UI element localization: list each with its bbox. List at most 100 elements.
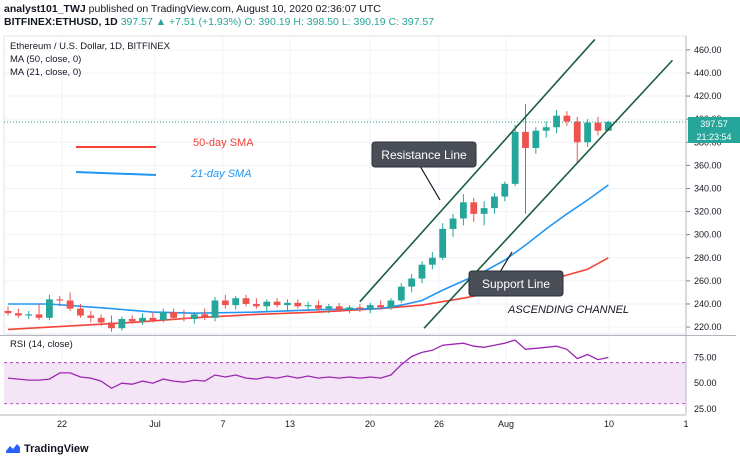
candle-body — [356, 307, 364, 309]
candle — [315, 300, 322, 311]
time-tick-label: Aug — [498, 419, 514, 429]
candle — [491, 193, 498, 214]
ma21-label: 21-day SMA — [190, 168, 252, 180]
candle — [221, 294, 229, 309]
candle-body — [315, 305, 322, 309]
candle-body — [170, 312, 177, 318]
candle-body — [108, 322, 115, 329]
candle — [408, 273, 416, 293]
candle — [346, 305, 353, 314]
candle-body — [294, 302, 302, 307]
candle — [573, 116, 581, 164]
candle-body — [532, 130, 540, 149]
candle — [449, 213, 457, 237]
candle — [387, 298, 395, 310]
chart-grid — [3, 35, 687, 414]
candle — [4, 306, 12, 316]
candle-body — [128, 318, 136, 322]
resistance-callout: Resistance Line — [371, 141, 477, 201]
rsi-legend: RSI (14, close) — [10, 339, 73, 350]
candle-body — [604, 121, 612, 131]
time-tick-label: 1 — [683, 419, 688, 429]
candle — [180, 309, 188, 322]
time-tick-label: Jul — [149, 419, 161, 429]
rsi-tick-label: 75.00 — [694, 353, 717, 363]
support-callout: Support Line — [468, 251, 564, 297]
candle-body — [180, 317, 188, 319]
ohlc-readout: 397.57 ▲ +7.51 (+1.93%) O: 390.19 H: 398… — [120, 16, 435, 28]
support-label: Support Line — [482, 277, 550, 291]
candle-body — [542, 127, 550, 131]
candle — [232, 295, 240, 310]
candle — [356, 303, 364, 313]
publish-info: published on TradingView.com, August 10,… — [88, 3, 381, 15]
price-tick-label: 320.00 — [694, 207, 722, 217]
resistance-label: Resistance Line — [381, 148, 467, 162]
symbol-name[interactable]: BITFINEX:ETHUSD, 1D — [4, 16, 118, 28]
candle — [159, 308, 167, 323]
footer: TradingView — [0, 438, 740, 461]
candle — [253, 298, 260, 309]
time-tick-label: 7 — [220, 419, 225, 429]
candle — [439, 223, 447, 261]
candle-body — [563, 115, 571, 122]
publish-line: analyst101_TWJ published on TradingView.… — [4, 3, 381, 15]
rsi-tick-label: 25.00 — [694, 404, 717, 414]
candle — [139, 313, 146, 325]
price-tick-label: 420.00 — [694, 91, 722, 101]
last-price-badge: 397.57 — [688, 117, 740, 130]
candle — [325, 303, 333, 314]
candle — [170, 308, 177, 321]
candle-body — [325, 306, 333, 309]
ma21-key-line — [75, 171, 157, 176]
candle-body — [387, 300, 395, 308]
symbol-line: BITFINEX:ETHUSD, 1D 397.57 ▲ +7.51 (+1.9… — [4, 16, 434, 28]
candle — [97, 314, 105, 326]
time-tick-label: 20 — [365, 419, 375, 429]
candle-body — [335, 306, 343, 310]
candle-body — [253, 303, 260, 307]
price-tick-label: 440.00 — [694, 68, 722, 78]
candle — [501, 181, 509, 202]
candle-body — [418, 264, 426, 279]
rsi-line — [7, 339, 609, 390]
rsi-band — [4, 362, 686, 404]
candle — [532, 127, 540, 154]
candle-body — [304, 305, 312, 307]
candle-body — [14, 313, 22, 316]
ma50-legend: MA (50, close, 0) — [10, 54, 81, 65]
author-name[interactable]: analyst101_TWJ — [4, 3, 86, 15]
price-tick-label: 300.00 — [694, 230, 722, 240]
chart-header: analyst101_TWJ published on TradingView.… — [0, 0, 740, 30]
support-line — [423, 59, 674, 329]
candle-body — [480, 208, 488, 214]
candle-body — [594, 122, 602, 131]
time-tick-label: 22 — [57, 419, 67, 429]
candle — [25, 310, 33, 319]
price-chart[interactable]: 460.00440.00420.00400.00380.00360.00340.… — [0, 0, 740, 438]
candle-body — [211, 300, 219, 318]
candle — [201, 308, 209, 321]
candle — [470, 197, 478, 222]
candle-body — [491, 196, 498, 209]
candle — [294, 299, 302, 309]
candle-body — [460, 202, 467, 219]
candle-body — [377, 305, 384, 308]
candle-body — [397, 286, 405, 301]
countdown-badge: 21:23:54 — [688, 130, 740, 143]
candle — [56, 295, 64, 307]
last-price-text: 397.57 — [700, 119, 728, 129]
candle-body — [511, 131, 519, 184]
time-tick-label: 26 — [434, 419, 444, 429]
tradingview-logo[interactable]: TradingView — [6, 443, 89, 455]
candle — [366, 302, 374, 314]
price-axis: 460.00440.00420.00400.00380.00360.00340.… — [0, 36, 736, 429]
candle-body — [439, 228, 447, 258]
candle-body — [584, 122, 591, 143]
candle-body — [46, 299, 53, 318]
candle — [480, 201, 488, 226]
chart-title: Ethereum / U.S. Dollar, 1D, BITFINEX — [10, 41, 171, 52]
candle-body — [56, 299, 64, 301]
candle-body — [118, 318, 126, 329]
candle — [66, 292, 74, 311]
